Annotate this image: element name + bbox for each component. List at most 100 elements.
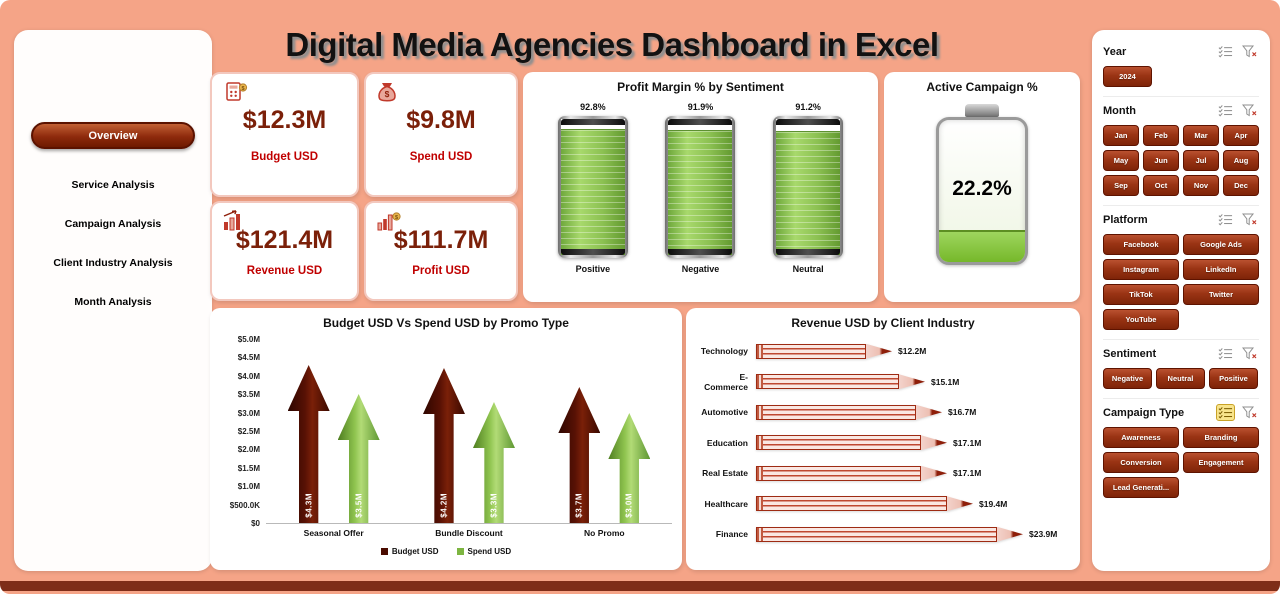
legend-swatch bbox=[456, 548, 464, 555]
clear-filter-icon[interactable] bbox=[1240, 211, 1259, 228]
axis-tick-label: $500.0K bbox=[229, 500, 260, 510]
slicer-option-google-ads[interactable]: Google Ads bbox=[1183, 234, 1259, 255]
slicer-option-branding[interactable]: Branding bbox=[1183, 427, 1259, 448]
slicer-option-lead-generati[interactable]: Lead Generati... bbox=[1103, 477, 1179, 498]
multi-select-icon[interactable] bbox=[1216, 43, 1235, 60]
battery-row: 92.8% Positive 91.9% Negative 91.2% Neutral bbox=[523, 94, 878, 274]
pencil-body bbox=[763, 496, 947, 512]
budget-calculator-icon: $ bbox=[221, 81, 248, 109]
slicer-option-neutral[interactable]: Neutral bbox=[1155, 368, 1205, 389]
pencil-tip-icon bbox=[997, 526, 1023, 542]
slicer-year: Year 2024 bbox=[1103, 38, 1259, 97]
slicer-option-feb[interactable]: Feb bbox=[1143, 125, 1179, 146]
bar-value-label: $15.1M bbox=[931, 376, 960, 387]
pencil-ferrule bbox=[756, 465, 763, 481]
slicer-option-awareness[interactable]: Awareness bbox=[1103, 427, 1179, 448]
y-axis: $5.0M $4.5M $4.0M $3.5M $3.0M $2.5M $2.0M $1.5M… bbox=[220, 336, 266, 528]
pencil-tip-icon bbox=[921, 435, 947, 451]
slicer-option-conversion[interactable]: Conversion bbox=[1103, 452, 1179, 473]
slicer-header: Platform bbox=[1103, 211, 1259, 228]
slicer-option-2024[interactable]: 2024 bbox=[1103, 66, 1152, 87]
sidebar-item-service-analysis[interactable]: Service Analysis bbox=[71, 178, 155, 191]
clear-filter-icon[interactable] bbox=[1240, 404, 1259, 421]
chart-title: Profit Margin % by Sentiment bbox=[617, 80, 784, 94]
multi-select-icon[interactable] bbox=[1216, 211, 1235, 228]
pencil-body bbox=[763, 404, 916, 420]
slicer-option-oct[interactable]: Oct bbox=[1143, 175, 1179, 196]
category-label: Technology bbox=[700, 346, 748, 357]
arrow-bar-budget-usd: $4.3M bbox=[287, 365, 330, 523]
bar-value-label: $12.2M bbox=[898, 346, 927, 357]
multi-select-icon[interactable] bbox=[1216, 345, 1235, 362]
axis-tick-label: $2.0M bbox=[237, 445, 260, 455]
slicer-option-sep[interactable]: Sep bbox=[1103, 175, 1139, 196]
bar-value-label: 91.9% bbox=[687, 102, 714, 112]
clear-filter-icon[interactable] bbox=[1240, 102, 1259, 119]
pencil-body bbox=[763, 435, 921, 451]
slicer-option-linkedin[interactable]: LinkedIn bbox=[1183, 259, 1259, 280]
slicer-sentiment: Sentiment Negative Neutral Positive bbox=[1103, 340, 1259, 399]
slicer-option-engagement[interactable]: Engagement bbox=[1183, 452, 1259, 473]
category-label: Healthcare bbox=[704, 498, 748, 509]
category-label: Bundle Discount bbox=[435, 528, 503, 538]
pencil-body bbox=[763, 343, 866, 359]
bar-value-label: $17.1M bbox=[953, 468, 982, 479]
bar-value-label: $4.2M bbox=[439, 493, 449, 518]
multi-select-icon[interactable] bbox=[1216, 102, 1235, 119]
pencil-ferrule bbox=[756, 526, 763, 542]
slicer-groups: Year 2024 Month Jan Feb Mar Apr May Jun Jul Aug Sep… bbox=[1103, 38, 1259, 507]
slicer-option-twitter[interactable]: Twitter bbox=[1183, 284, 1259, 305]
slicer-option-instagram[interactable]: Instagram bbox=[1103, 259, 1179, 280]
slicer-options: Negative Neutral Positive bbox=[1103, 368, 1259, 389]
chart-title: Budget USD Vs Spend USD by Promo Type bbox=[323, 316, 569, 330]
slicer-option-dec[interactable]: Dec bbox=[1223, 175, 1259, 196]
slicer-option-apr[interactable]: Apr bbox=[1223, 125, 1259, 146]
left-nav-panel: Overview Service Analysis Campaign Analysi… bbox=[14, 30, 212, 571]
page-title: Digital Media Agencies Dashboard in Exce… bbox=[285, 26, 939, 63]
pencil-ferrule bbox=[756, 374, 763, 390]
slicer-options: Jan Feb Mar Apr May Jun Jul Aug Sep Oct Nov Dec bbox=[1103, 125, 1259, 196]
slicer-option-jun[interactable]: Jun bbox=[1143, 150, 1179, 171]
pencil-tip-icon bbox=[899, 374, 925, 390]
slicer-option-jul[interactable]: Jul bbox=[1183, 150, 1219, 171]
slicer-option-youtube[interactable]: YouTube bbox=[1103, 309, 1179, 330]
kpi-card-revenue: $121.4M Revenue USD bbox=[210, 201, 359, 301]
sentiment-battery-negative: 91.9% Negative bbox=[654, 102, 746, 274]
pencil-tip-icon bbox=[921, 465, 947, 481]
clear-filter-icon[interactable] bbox=[1240, 345, 1259, 362]
slicer-option-aug[interactable]: Aug bbox=[1223, 150, 1259, 171]
slicer-options: Facebook Google Ads Instagram LinkedIn TikTo… bbox=[1103, 234, 1259, 330]
slicer-option-positive[interactable]: Positive bbox=[1208, 368, 1258, 389]
slicer-option-may[interactable]: May bbox=[1103, 150, 1139, 171]
slicer-option-nov[interactable]: Nov bbox=[1183, 175, 1219, 196]
bar-value-label: $3.5M bbox=[354, 493, 364, 518]
sidebar-item-month-analysis[interactable]: Month Analysis bbox=[74, 295, 152, 308]
kpi-value: $111.7M bbox=[393, 225, 489, 254]
clear-filter-icon[interactable] bbox=[1240, 43, 1259, 60]
slicer-header: Year bbox=[1103, 43, 1259, 60]
multi-select-icon[interactable] bbox=[1216, 404, 1235, 421]
pencil-body bbox=[763, 526, 997, 542]
bar-value-label: $3.7M bbox=[574, 493, 584, 518]
sidebar-item-campaign-analysis[interactable]: Campaign Analysis bbox=[64, 217, 162, 230]
sidebar-item-client-industry-analysis[interactable]: Client Industry Analysis bbox=[53, 256, 173, 269]
slicer-option-jan[interactable]: Jan bbox=[1103, 125, 1139, 146]
slicer-option-facebook[interactable]: Facebook bbox=[1103, 234, 1179, 255]
slicer-option-mar[interactable]: Mar bbox=[1183, 125, 1219, 146]
slicer-panel: Year 2024 Month Jan Feb Mar Apr May Jun Jul Aug Sep… bbox=[1092, 30, 1270, 571]
pencil-ferrule bbox=[756, 496, 763, 512]
budget-vs-spend-panel: Budget USD Vs Spend USD by Promo Type $5… bbox=[210, 308, 682, 570]
category-label: E-Commerce bbox=[704, 371, 748, 392]
nav-list: Overview Service Analysis Campaign Analysi… bbox=[14, 30, 212, 321]
promo-group-bundle-discount: $4.2M $3.3M bbox=[416, 368, 522, 523]
legend-label: Budget USD bbox=[391, 547, 439, 556]
svg-text:$: $ bbox=[385, 89, 390, 99]
slicer-option-negative[interactable]: Negative bbox=[1103, 368, 1152, 389]
revenue-by-industry-panel: Revenue USD by Client Industry Technolog… bbox=[686, 308, 1080, 570]
pencil-bar bbox=[756, 404, 942, 420]
category-label: Automotive bbox=[701, 407, 748, 418]
svg-text:$: $ bbox=[395, 215, 398, 221]
sidebar-item-overview[interactable]: Overview bbox=[31, 122, 195, 149]
slicer-option-tiktok[interactable]: TikTok bbox=[1103, 284, 1179, 305]
slicer-title: Month bbox=[1103, 104, 1136, 117]
